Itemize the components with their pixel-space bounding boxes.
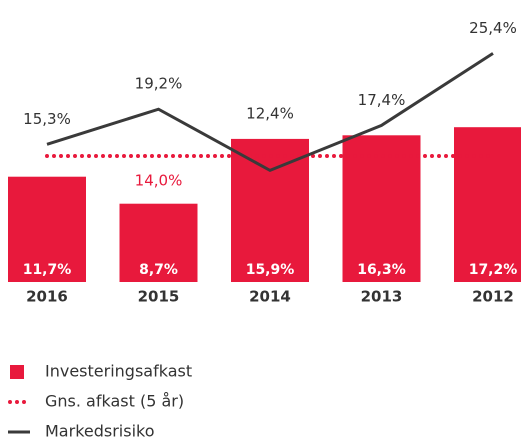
bar-value-label: 15,9% bbox=[246, 262, 295, 278]
x-tick-label: 2012 bbox=[472, 288, 514, 306]
bar-value-label: 16,3% bbox=[357, 262, 406, 278]
legend-swatch bbox=[10, 365, 24, 379]
x-tick-label: 2014 bbox=[249, 288, 291, 306]
x-tick-label: 2013 bbox=[361, 288, 403, 306]
line-value-label: 15,3% bbox=[23, 110, 71, 128]
bar bbox=[231, 138, 309, 282]
bar-value-label: 17,2% bbox=[469, 262, 518, 278]
bar-value-label: 8,7% bbox=[139, 262, 178, 278]
x-tick-label: 2015 bbox=[138, 288, 180, 306]
bar-value-label: 11,7% bbox=[23, 262, 72, 278]
bar bbox=[8, 176, 86, 282]
legend-label: Markedsrisiko bbox=[45, 422, 155, 441]
bar bbox=[454, 127, 521, 282]
line-series bbox=[46, 52, 494, 173]
line-value-label: 12,4% bbox=[246, 104, 294, 122]
line-value-label: 25,4% bbox=[469, 19, 517, 37]
line-value-label: 17,4% bbox=[358, 91, 406, 109]
line-value-label: 19,2% bbox=[135, 75, 183, 93]
legend-label: Gns. afkast (5 år) bbox=[45, 392, 184, 411]
average-label: 14,0% bbox=[135, 172, 183, 190]
x-tick-label: 2016 bbox=[26, 288, 68, 306]
bar bbox=[119, 203, 198, 282]
legend-label: Investeringsafkast bbox=[45, 362, 192, 381]
bar bbox=[342, 135, 421, 282]
